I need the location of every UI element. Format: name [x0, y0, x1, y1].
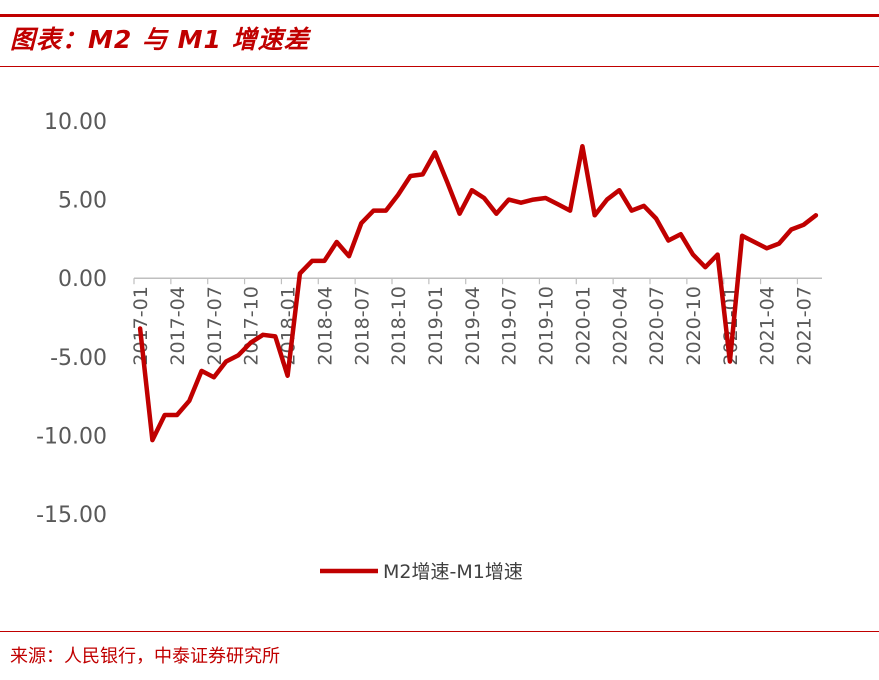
- x-axis-ticks: [133, 278, 799, 285]
- x-axis-labels: 2017-01 2017-04 2017-07 2017-10 2018-01 2018-…: [130, 286, 815, 365]
- title-rule: [0, 66, 879, 67]
- line-chart: 10.00 5.00 0.00 -5.00 -10.00 -15.00 2017-01 20…: [36, 110, 822, 583]
- x-tick-label: 2018-07: [351, 286, 373, 365]
- x-tick-label: 2021-07: [794, 286, 816, 365]
- x-tick-label: 2017-07: [204, 286, 226, 365]
- x-tick-label: 2017-01: [130, 286, 152, 365]
- legend: M2增速-M1增速: [320, 561, 523, 583]
- series-line: [137, 143, 819, 443]
- x-tick-label: 2019-01: [425, 286, 447, 365]
- top-rule: [0, 14, 879, 17]
- y-tick-label: -5.00: [50, 346, 107, 371]
- x-tick-label: 2019-10: [536, 286, 558, 365]
- x-tick-label: 2018-04: [314, 286, 336, 365]
- y-tick-label: -15.00: [36, 503, 107, 528]
- y-tick-label: 0.00: [58, 267, 107, 292]
- x-tick-label: 2021-04: [757, 286, 779, 365]
- x-tick-label: 2018-10: [388, 286, 410, 365]
- x-tick-label: 2020-07: [646, 286, 668, 365]
- x-tick-label: 2019-07: [499, 286, 521, 365]
- legend-label: M2增速-M1增速: [383, 561, 523, 583]
- y-tick-label: -10.00: [36, 424, 107, 449]
- y-tick-label: 10.00: [44, 110, 107, 135]
- y-axis-ticks: 10.00 5.00 0.00 -5.00 -10.00 -15.00: [36, 110, 107, 528]
- x-tick-label: 2020-01: [572, 286, 594, 365]
- x-tick-label: 2017-04: [167, 286, 189, 365]
- x-tick-label: 2020-04: [609, 286, 631, 365]
- x-tick-label: 2019-04: [462, 286, 484, 365]
- source-rule: [0, 631, 879, 632]
- source-note: 来源：人民银行，中泰证券研究所: [10, 646, 280, 667]
- y-tick-label: 5.00: [58, 189, 107, 214]
- x-tick-label: 2017-10: [241, 286, 263, 365]
- chart-title: 图表：M2 与 M1 增速差: [10, 25, 310, 54]
- x-tick-label: 2020-10: [683, 286, 705, 365]
